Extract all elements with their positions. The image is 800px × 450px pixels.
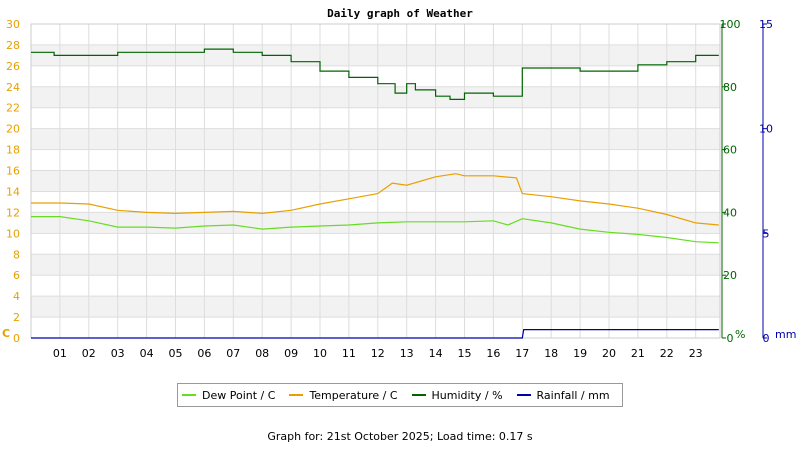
x-tick-label: 09 <box>284 347 298 360</box>
y-tick-label-left: 16 <box>6 165 20 178</box>
y-tick-label-left: 2 <box>13 311 20 324</box>
grid-band <box>31 296 720 318</box>
y-axis-unit-right-1: % <box>735 328 745 341</box>
x-tick-label: 14 <box>429 347 443 360</box>
grid-band <box>31 65 720 87</box>
x-tick-label: 18 <box>544 347 558 360</box>
y-tick-label-left: 22 <box>6 102 20 115</box>
legend-item-temperature: Temperature / C <box>289 388 398 402</box>
y-tick-label-left: 24 <box>6 81 20 94</box>
x-tick-label: 23 <box>689 347 703 360</box>
x-tick-label: 19 <box>573 347 587 360</box>
y-tick-label-left: 20 <box>6 123 20 136</box>
legend-item-humidity: Humidity / % <box>411 388 503 402</box>
y-tick-label-left: 6 <box>13 269 20 282</box>
series-line-1 <box>31 173 719 226</box>
legend-swatch-rainfall <box>516 394 531 396</box>
y-tick-label-right-1: 60 <box>723 144 737 157</box>
y-tick-label-left: 26 <box>6 60 20 73</box>
y-tick-label-right-2: 15 <box>759 18 773 31</box>
x-tick-label: 03 <box>111 347 125 360</box>
legend-label-rainfall: Rainfall / mm <box>536 388 610 402</box>
x-tick-label: 04 <box>140 347 154 360</box>
grid-band <box>31 170 720 192</box>
x-tick-label: 10 <box>313 347 327 360</box>
grid-band <box>31 86 720 108</box>
legend-item-dewpoint: Dew Point / C <box>182 389 275 402</box>
y-tick-label-left: 30 <box>6 18 20 31</box>
y-tick-label-left: 28 <box>6 39 20 52</box>
grid-band <box>31 24 720 45</box>
grid-band <box>31 233 720 255</box>
y-tick-label-left: 8 <box>13 248 20 261</box>
y-tick-label-right-2: 10 <box>759 123 773 136</box>
y-tick-label-left: 0 <box>13 332 20 345</box>
y-axis-unit-right-2: mm <box>775 328 796 341</box>
y-tick-label-left: 4 <box>13 290 20 303</box>
y-tick-label-right-1: 0 <box>727 332 734 345</box>
x-tick-label: 15 <box>458 347 472 360</box>
legend: Dew Point / C Temperature / C Humidity /… <box>177 383 623 407</box>
legend-item-rainfall: Rainfall / mm <box>516 388 610 402</box>
x-tick-label: 22 <box>660 347 674 360</box>
series-line-2 <box>31 48 719 100</box>
x-tick-label: 12 <box>371 347 385 360</box>
x-tick-label: 13 <box>400 347 414 360</box>
grid-band <box>31 44 720 66</box>
grid-band <box>31 107 720 129</box>
chart-title: Daily graph of Weather <box>327 7 473 20</box>
legend-label-dewpoint: Dew Point / C <box>202 388 276 402</box>
x-tick-label: 21 <box>631 347 645 360</box>
legend-swatch-humidity <box>411 394 426 396</box>
legend-label-humidity: Humidity / % <box>431 388 503 402</box>
x-tick-label: 17 <box>515 347 529 360</box>
y-axis-unit-left: C <box>2 327 10 340</box>
series-line-0 <box>31 216 719 244</box>
grid-band <box>31 275 720 297</box>
y-tick-label-left: 14 <box>6 185 20 198</box>
x-tick-label: 07 <box>226 347 240 360</box>
graph-footer: Graph for: 21st October 2025; Load time:… <box>267 430 533 443</box>
x-tick-label: 01 <box>53 347 67 360</box>
x-tick-label: 08 <box>255 347 269 360</box>
y-tick-label-left: 18 <box>6 144 20 157</box>
legend-swatch-temperature <box>289 394 304 396</box>
grid-band <box>31 317 720 338</box>
series-line-3 <box>31 329 719 339</box>
grid-band <box>31 128 720 150</box>
x-tick-label: 11 <box>342 347 356 360</box>
legend-swatch-dewpoint <box>182 394 196 396</box>
x-tick-label: 06 <box>197 347 211 360</box>
y-tick-label-right-1: 80 <box>723 81 737 94</box>
grid-band <box>31 149 720 171</box>
y-tick-label-right-1: 20 <box>723 269 737 282</box>
x-tick-label: 20 <box>602 347 616 360</box>
legend-label-temperature: Temperature / C <box>309 388 398 402</box>
y-tick-label-left: 10 <box>6 227 20 240</box>
x-tick-label: 02 <box>82 347 96 360</box>
grid-band <box>31 254 720 276</box>
x-tick-label: 05 <box>169 347 183 360</box>
y-tick-label-left: 12 <box>6 206 20 219</box>
y-tick-label-right-2: 5 <box>763 227 770 240</box>
x-tick-label: 16 <box>486 347 500 360</box>
y-tick-label-right-2: 0 <box>763 332 770 345</box>
y-tick-label-right-1: 100 <box>720 18 741 31</box>
y-tick-label-right-1: 40 <box>723 206 737 219</box>
